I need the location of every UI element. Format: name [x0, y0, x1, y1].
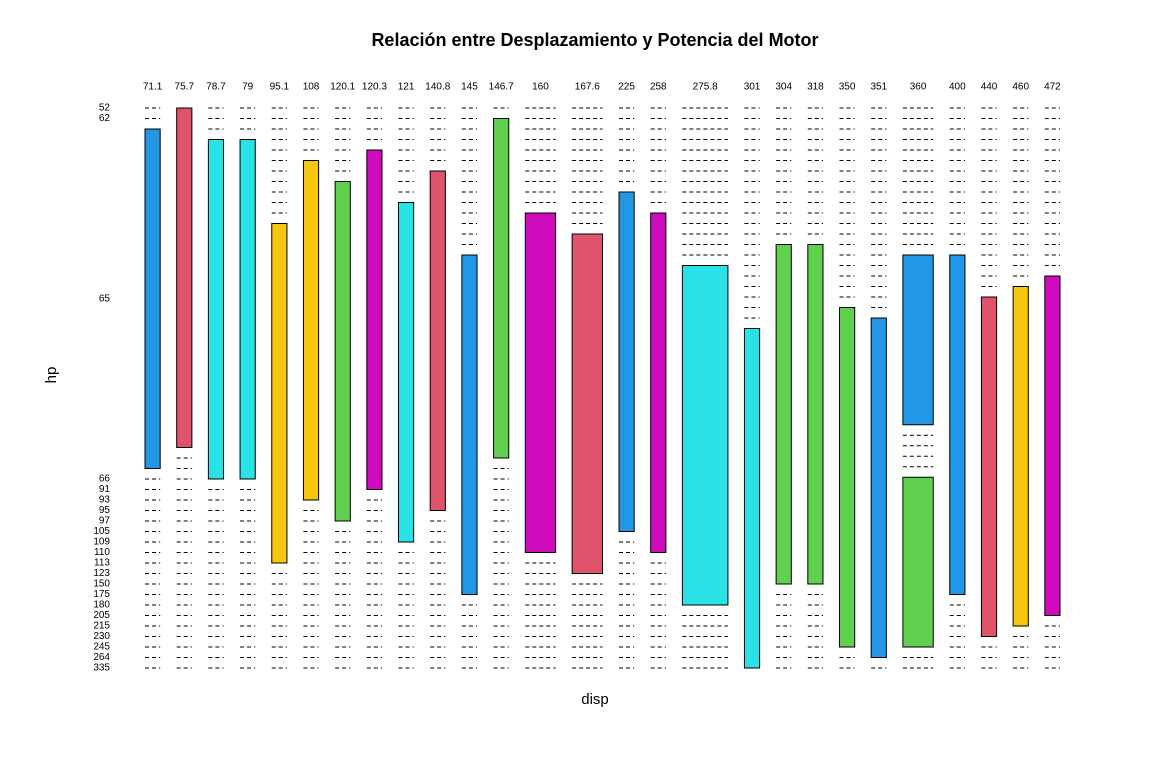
y-tick-label: 62	[99, 113, 111, 124]
mosaic-cell	[429, 170, 446, 511]
y-tick-label: 175	[93, 589, 110, 600]
x-tick-label: 400	[949, 82, 966, 93]
mosaic-cell	[980, 296, 998, 637]
x-tick-label: 351	[870, 82, 887, 93]
y-tick-label: 52	[99, 103, 111, 114]
y-tick-label: 150	[93, 579, 110, 590]
y-tick-label: 95	[99, 505, 111, 516]
mosaic-cell	[743, 328, 761, 669]
mosaic-cell	[334, 181, 351, 522]
mosaic-cell	[239, 139, 256, 480]
x-tick-label: 146.7	[489, 82, 514, 93]
mosaic-cell	[870, 317, 887, 658]
y-tick-label: 123	[93, 568, 110, 579]
y-tick-label: 205	[93, 610, 110, 621]
x-tick-label: 95.1	[270, 82, 290, 93]
mosaic-cell	[775, 244, 792, 585]
x-tick-label: 120.3	[362, 82, 387, 93]
x-tick-label: 167.6	[575, 82, 600, 93]
x-tick-label: 120.1	[330, 82, 355, 93]
mosaic-cell	[1012, 286, 1029, 627]
mosaic-cell	[271, 223, 288, 564]
mosaic-cell	[1044, 275, 1061, 616]
y-tick-label: 113	[94, 558, 110, 569]
x-axis-title: disp	[581, 691, 609, 708]
mosaic-cell	[681, 265, 729, 606]
y-tick-label: 335	[93, 663, 110, 674]
mosaic-cell	[807, 244, 824, 585]
mosaic-cell	[902, 254, 934, 426]
y-axis-title: hp	[43, 367, 60, 384]
y-tick-label: 105	[93, 526, 110, 537]
mosaic-cell	[461, 254, 478, 595]
mosaic-cell	[618, 191, 635, 532]
x-tick-label: 71.1	[143, 82, 163, 93]
x-tick-label: 360	[910, 82, 927, 93]
y-tick-label: 66	[99, 474, 111, 485]
x-tick-label: 160	[532, 82, 549, 93]
y-tick-label: 109	[93, 537, 110, 548]
x-tick-label: 472	[1044, 82, 1061, 93]
x-tick-label: 318	[807, 82, 824, 93]
x-tick-label: 258	[650, 82, 667, 93]
mosaic-cell	[571, 233, 603, 574]
mosaic-cell	[207, 139, 225, 480]
y-tick-label: 91	[99, 484, 111, 495]
y-tick-label: 264	[93, 652, 110, 663]
mosaic-cell	[176, 107, 193, 448]
y-tick-label: 180	[93, 600, 110, 611]
mosaic-cell	[902, 476, 934, 648]
x-tick-label: 460	[1012, 82, 1029, 93]
y-tick-label: 65	[99, 293, 111, 304]
y-tick-label: 97	[99, 516, 111, 527]
x-tick-label: 304	[775, 82, 792, 93]
x-tick-label: 75.7	[175, 82, 195, 93]
x-tick-label: 440	[981, 82, 998, 93]
mosaic-cell	[949, 254, 966, 595]
mosaic-cell	[524, 212, 557, 553]
x-tick-label: 78.7	[206, 82, 226, 93]
mosaic-cell	[839, 307, 856, 648]
mosaic-cell	[302, 160, 320, 501]
x-tick-label: 301	[744, 82, 761, 93]
x-tick-label: 145	[461, 82, 478, 93]
mosaic-cell	[366, 149, 383, 490]
y-tick-label: 110	[94, 547, 110, 558]
y-tick-label: 230	[93, 631, 110, 642]
x-tick-label: 275.8	[693, 82, 718, 93]
mosaic-cell	[650, 212, 667, 553]
x-tick-label: 121	[398, 82, 415, 93]
x-tick-label: 108	[303, 82, 320, 93]
x-tick-label: 225	[618, 82, 635, 93]
y-tick-label: 215	[93, 621, 110, 632]
y-tick-label: 93	[99, 495, 111, 506]
mosaic-cell	[398, 202, 415, 543]
mosaic-cell	[144, 128, 161, 469]
chart-title: Relación entre Desplazamiento y Potencia…	[371, 30, 818, 50]
y-tick-label: 245	[93, 642, 110, 653]
x-tick-label: 140.8	[425, 82, 450, 93]
x-tick-label: 79	[242, 82, 254, 93]
x-tick-label: 350	[839, 82, 856, 93]
mosaic-cell	[493, 118, 510, 459]
